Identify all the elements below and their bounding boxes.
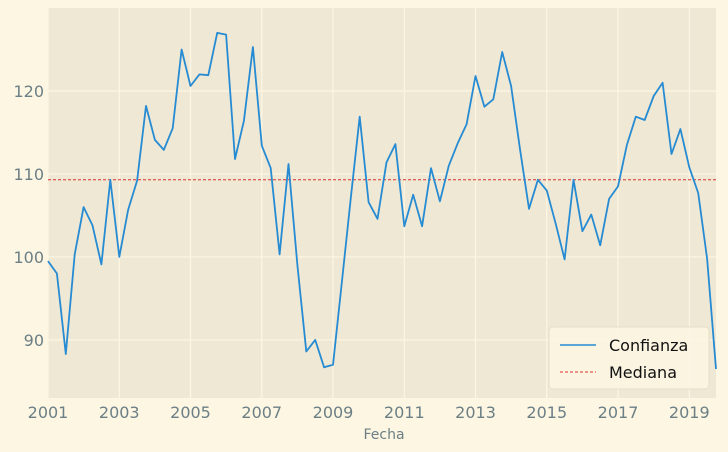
x-axis-label: Fecha [363, 427, 404, 443]
legend-label-confianza: Confianza [609, 336, 688, 355]
legend-box [548, 326, 710, 390]
x-tick-label: 2017 [598, 403, 639, 422]
x-tick-label: 2019 [669, 403, 710, 422]
x-tick-label: 2015 [526, 403, 567, 422]
series-layer [47, 32, 717, 370]
y-tick-labels: 90 100 110 120 [13, 82, 44, 350]
legend-label-mediana: Mediana [609, 363, 677, 382]
y-tick-label: 120 [13, 82, 44, 101]
x-tick-label: 2007 [241, 403, 282, 422]
x-tick-label: 2009 [313, 403, 354, 422]
x-tick-label: 2005 [170, 403, 211, 422]
x-tick-label: 2001 [28, 403, 69, 422]
y-tick-label: 90 [24, 331, 44, 350]
legend: Confianza Mediana [548, 326, 710, 390]
series-line-confianza [47, 32, 717, 370]
x-tick-labels: 2001 2003 2005 2007 2009 2011 2013 2015 2017 2019 [28, 403, 710, 422]
y-tick-label: 100 [13, 248, 44, 267]
x-tick-label: 2013 [455, 403, 496, 422]
x-tick-label: 2003 [99, 403, 140, 422]
x-tick-label: 2011 [384, 403, 425, 422]
y-tick-label: 110 [13, 165, 44, 184]
